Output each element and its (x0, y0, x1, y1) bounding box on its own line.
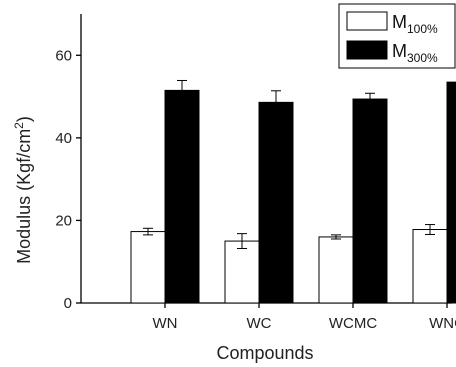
y-tick-label: 20 (55, 212, 72, 229)
bar-m100-wnc (412, 229, 448, 304)
bar-m300-wn (164, 89, 200, 304)
legend-swatch-m300 (346, 40, 388, 60)
y-tick-label: 40 (55, 130, 72, 147)
x-axis-title: Compounds (216, 343, 313, 363)
y-axis-title: Modulus (Kgf/cm2) (12, 116, 34, 264)
x-tick-label: WC (247, 315, 272, 332)
bar-m300-wcmc (352, 98, 388, 304)
bar-m300-wnc (446, 81, 456, 304)
bar-m100-wcmc (318, 236, 354, 304)
legend-label-m300: M300% (392, 41, 438, 65)
bars (130, 79, 456, 304)
bar-m300-wc (258, 101, 294, 304)
x-ticks: WN WC WCMC WNC (153, 303, 456, 332)
x-tick-label: WN (153, 315, 178, 332)
legend: M100% M300% (338, 3, 456, 69)
y-tick-label: 0 (64, 295, 72, 312)
legend-swatch-m100 (346, 11, 388, 31)
x-tick-label: WNC (429, 315, 456, 332)
bar-m100-wc (224, 240, 260, 304)
y-ticks: 0 20 40 60 (55, 47, 81, 312)
legend-label-m100: M100% (392, 12, 438, 36)
y-tick-label: 60 (55, 47, 72, 64)
bar-m100-wn (130, 231, 166, 304)
x-tick-label: WCMC (329, 315, 377, 332)
